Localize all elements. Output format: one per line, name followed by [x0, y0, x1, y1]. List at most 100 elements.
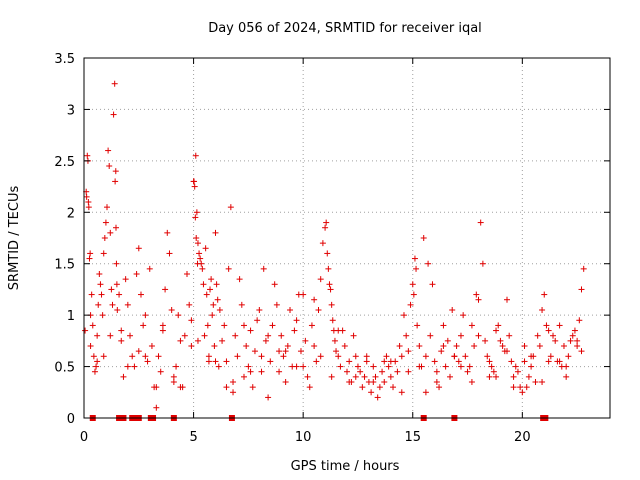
data-point — [98, 291, 105, 298]
data-point — [284, 343, 291, 349]
data-point — [97, 281, 104, 288]
data-point — [411, 255, 418, 262]
data-point — [227, 204, 234, 211]
data-point — [95, 301, 102, 308]
data-point — [464, 368, 471, 375]
data-point — [254, 317, 261, 324]
data-point — [191, 178, 198, 185]
data-point — [422, 353, 429, 360]
data-point — [508, 358, 515, 365]
data-point — [471, 343, 478, 349]
data-point — [100, 353, 107, 360]
data-point — [499, 343, 506, 349]
data-point — [170, 373, 177, 380]
data-point — [162, 286, 169, 293]
data-point — [379, 368, 386, 375]
data-point — [262, 337, 269, 344]
data-point — [571, 327, 578, 334]
y-tick-label: 3 — [67, 103, 75, 118]
data-point — [84, 152, 91, 159]
data-point — [545, 327, 552, 334]
data-point — [247, 368, 254, 375]
data-point — [271, 281, 278, 288]
data-point — [247, 327, 254, 334]
data-point — [205, 358, 212, 365]
data-point — [387, 358, 394, 365]
data-point — [219, 337, 226, 344]
data-point — [403, 332, 410, 339]
data-point — [85, 204, 92, 211]
data-point — [265, 394, 272, 401]
data-point — [278, 332, 285, 339]
data-point — [563, 363, 570, 370]
data-point — [308, 322, 315, 329]
data-point — [352, 353, 359, 360]
data-point — [200, 281, 207, 288]
data-point — [374, 394, 381, 401]
data-point — [146, 265, 153, 272]
data-point — [109, 301, 116, 308]
data-point — [457, 332, 464, 339]
data-point — [142, 312, 149, 319]
data-point — [473, 291, 480, 298]
data-point — [442, 363, 449, 370]
data-point — [265, 332, 272, 339]
data-point — [191, 183, 198, 190]
data-point — [477, 219, 484, 226]
data-point — [197, 255, 204, 262]
data-point — [488, 363, 495, 370]
data-point — [276, 368, 283, 375]
data-point — [213, 281, 220, 288]
data-point — [311, 343, 318, 349]
data-point — [240, 322, 247, 329]
x-tick-label: 0 — [80, 430, 88, 445]
data-point — [486, 373, 493, 380]
data-point — [159, 322, 166, 329]
data-point — [363, 358, 370, 365]
data-point — [273, 301, 280, 308]
data-point — [528, 353, 535, 360]
data-point — [468, 322, 475, 329]
data-point — [177, 384, 184, 391]
data-point — [260, 265, 267, 272]
data-point — [436, 384, 443, 391]
data-point — [311, 296, 318, 303]
data-point — [87, 343, 94, 349]
data-point — [422, 389, 429, 396]
data-point — [181, 332, 188, 339]
data-point — [102, 219, 109, 226]
data-point — [468, 379, 475, 385]
data-point — [580, 265, 587, 272]
data-point — [83, 193, 90, 200]
data-point — [475, 332, 482, 339]
data-point — [413, 265, 420, 272]
data-point — [383, 353, 390, 360]
data-point — [335, 353, 342, 360]
data-point — [493, 327, 500, 334]
y-axis-label: SRMTID / TECUs — [7, 186, 22, 291]
data-point — [249, 384, 256, 391]
data-point — [547, 353, 554, 360]
data-point — [350, 332, 357, 339]
data-point — [317, 276, 324, 283]
data-point — [578, 348, 585, 355]
data-point — [381, 379, 388, 385]
data-point — [578, 286, 585, 293]
data-point — [112, 168, 119, 175]
data-point — [135, 245, 142, 252]
data-points — [82, 80, 587, 421]
data-point — [322, 224, 329, 231]
data-point — [344, 368, 350, 375]
data-point — [168, 307, 175, 313]
data-point — [164, 229, 171, 236]
data-point — [214, 296, 221, 303]
data-point — [175, 312, 182, 319]
data-point — [398, 353, 405, 360]
y-tick-label: 2.5 — [54, 155, 75, 170]
data-point — [129, 353, 136, 360]
data-point — [333, 348, 340, 355]
data-point — [159, 327, 166, 334]
data-point — [315, 307, 322, 313]
y-tick-label: 1 — [67, 309, 75, 324]
